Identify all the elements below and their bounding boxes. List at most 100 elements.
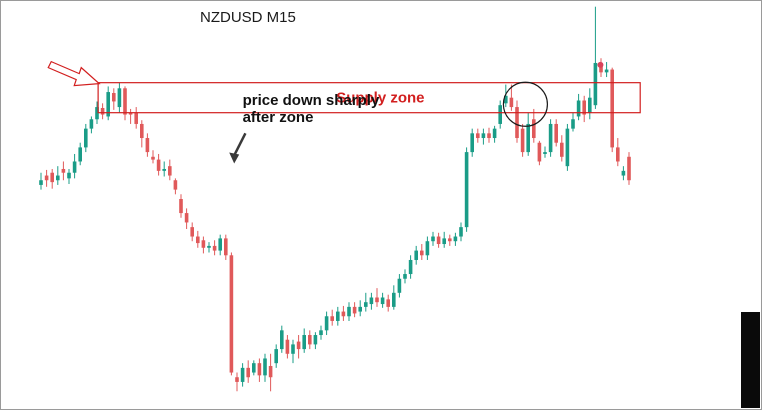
candle-bullish bbox=[218, 238, 222, 251]
candle-bullish bbox=[392, 292, 396, 307]
candle-bearish bbox=[448, 238, 452, 242]
candle-bearish bbox=[420, 250, 424, 256]
candle-bullish bbox=[504, 95, 508, 104]
pointer-arrow-icon bbox=[47, 60, 101, 87]
down-arrow-icon bbox=[229, 132, 247, 164]
candle-bearish bbox=[229, 255, 234, 373]
candle-bearish bbox=[560, 142, 564, 157]
candle-bullish bbox=[106, 92, 110, 117]
candle-bearish bbox=[184, 213, 189, 223]
candle-bullish bbox=[442, 238, 446, 245]
candle-bullish bbox=[291, 344, 295, 354]
candle-bullish bbox=[604, 69, 609, 73]
candle-bullish bbox=[347, 306, 351, 317]
candle-bullish bbox=[240, 367, 245, 382]
candle-bullish bbox=[576, 100, 581, 117]
candle-bullish bbox=[397, 278, 402, 293]
candles-group bbox=[39, 6, 631, 392]
candle-bearish bbox=[616, 147, 620, 162]
candle-bearish bbox=[554, 123, 558, 143]
candle-bearish bbox=[196, 236, 200, 244]
candle-bullish bbox=[207, 245, 211, 248]
candle-bearish bbox=[128, 112, 133, 115]
candle-bearish bbox=[145, 138, 150, 153]
supply-zone-rect bbox=[97, 82, 641, 114]
candle-bearish bbox=[156, 159, 161, 171]
candle-bearish bbox=[515, 107, 519, 139]
candle-bullish bbox=[470, 133, 474, 153]
supply-zone-label: Supply zone bbox=[336, 90, 424, 107]
candle-bearish bbox=[308, 335, 312, 345]
candle-bullish bbox=[571, 119, 575, 129]
candle-bullish bbox=[364, 302, 368, 307]
candle-bullish bbox=[498, 105, 502, 124]
candle-bullish bbox=[588, 97, 592, 113]
candle-bearish bbox=[436, 236, 441, 245]
candle-bearish bbox=[179, 199, 183, 214]
candle-bearish bbox=[190, 227, 194, 237]
candle-bullish bbox=[425, 241, 430, 256]
price-marker-dot bbox=[597, 61, 604, 68]
candle-bullish bbox=[548, 123, 553, 153]
candle-bullish bbox=[263, 358, 267, 376]
candle-bullish bbox=[280, 330, 284, 350]
candle-bullish bbox=[274, 349, 278, 364]
candle-bearish bbox=[100, 108, 105, 115]
candle-bearish bbox=[582, 100, 586, 115]
candle-bearish bbox=[386, 299, 390, 307]
candle-bullish bbox=[414, 250, 418, 260]
candle-bearish bbox=[296, 341, 301, 350]
candle-bullish bbox=[403, 274, 407, 279]
candle-bearish bbox=[123, 88, 127, 115]
down-arrow-shaft bbox=[233, 132, 247, 157]
candle-bearish bbox=[224, 238, 228, 256]
candle-bearish bbox=[257, 363, 262, 376]
candle-bearish bbox=[173, 180, 178, 190]
candle-bullish bbox=[369, 297, 374, 305]
candle-bearish bbox=[476, 133, 480, 139]
candle-bullish bbox=[481, 133, 486, 139]
annotation-line-2: after zone bbox=[243, 109, 314, 126]
down-arrow-head bbox=[229, 152, 240, 164]
annotation-line-1: price down sharply bbox=[243, 92, 380, 109]
candle-bullish bbox=[89, 119, 94, 129]
candle-bearish bbox=[151, 156, 155, 160]
candle-bearish bbox=[352, 306, 357, 314]
candle-bearish bbox=[487, 133, 491, 139]
candle-bearish bbox=[168, 166, 172, 176]
candle-bearish bbox=[212, 245, 217, 251]
candle-bearish bbox=[246, 367, 250, 378]
candle-bullish bbox=[459, 227, 463, 237]
candle-bearish bbox=[61, 168, 66, 173]
candle-bullish bbox=[84, 128, 88, 148]
candle-bearish bbox=[509, 97, 514, 108]
candle-bullish bbox=[319, 330, 323, 336]
candle-bullish bbox=[336, 311, 340, 321]
candle-bearish bbox=[140, 123, 144, 139]
candle-bearish bbox=[201, 240, 206, 248]
candle-bullish bbox=[464, 152, 469, 228]
candle-bullish bbox=[621, 170, 626, 176]
pointer-arrow-shape bbox=[47, 60, 101, 87]
candle-bullish bbox=[117, 88, 122, 108]
candle-bullish bbox=[453, 236, 458, 242]
candle-bearish bbox=[235, 377, 239, 382]
candle-bearish bbox=[610, 69, 614, 148]
candle-bearish bbox=[44, 175, 49, 181]
candle-bullish bbox=[380, 297, 385, 305]
candle-bearish bbox=[375, 297, 379, 303]
candle-bullish bbox=[431, 236, 435, 242]
candle-bearish bbox=[50, 172, 54, 183]
candle-bearish bbox=[268, 365, 273, 378]
candle-bearish bbox=[285, 339, 290, 354]
chart-title: NZDUSD M15 bbox=[200, 9, 296, 26]
candle-bullish bbox=[302, 335, 306, 350]
candle-bullish bbox=[78, 147, 82, 162]
candle-bearish bbox=[627, 156, 631, 181]
candle-bullish bbox=[593, 62, 598, 106]
candle-bullish bbox=[67, 172, 71, 179]
candle-bullish bbox=[56, 175, 60, 181]
candle-bullish bbox=[72, 161, 77, 173]
